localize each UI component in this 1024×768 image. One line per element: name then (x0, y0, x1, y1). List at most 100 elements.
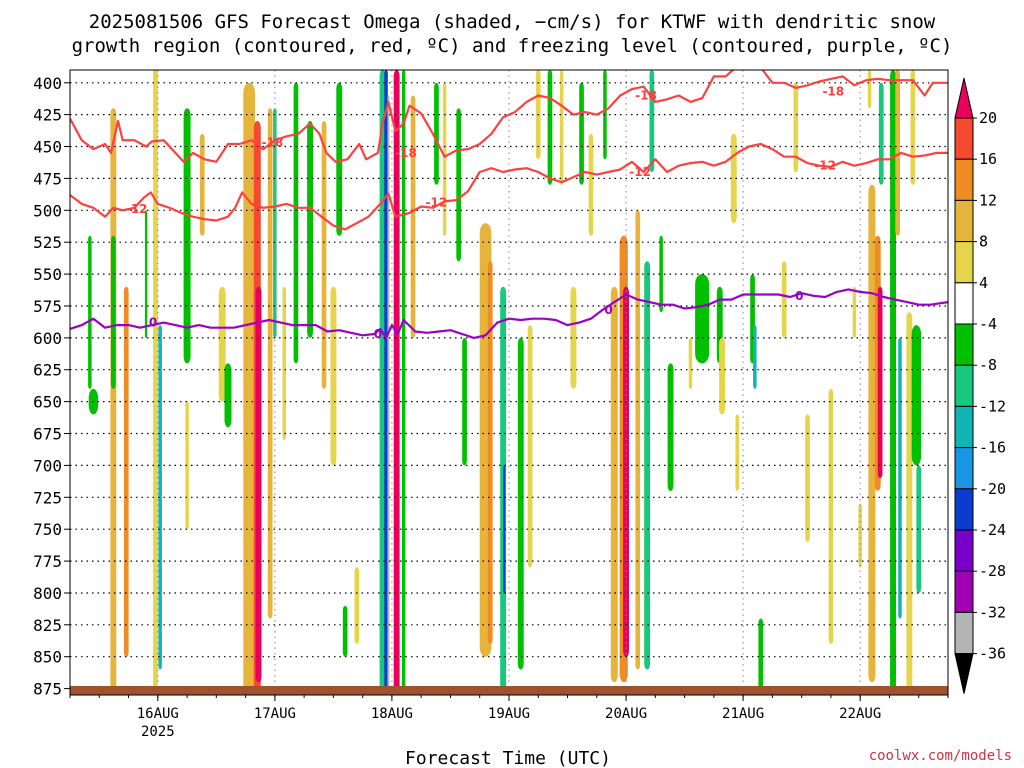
omega-shade-cell (868, 184, 876, 683)
omega-shading-layer (88, 70, 922, 695)
plot-area: -18 -18 -18 -18 -12 -12 -12 -12 0 0 0 0 (70, 70, 948, 695)
omega-shade-cell (330, 286, 337, 466)
y-tick-label: 850 (33, 648, 62, 667)
omega-shade-cell (282, 286, 286, 440)
omega-shade-cell (688, 337, 693, 389)
x-tick-label: 18AUG (371, 706, 413, 722)
contour-label: -12 (426, 196, 448, 210)
y-tick-label: 750 (33, 520, 62, 539)
omega-shade-cell (570, 286, 577, 389)
contour-label: -12 (629, 165, 651, 179)
x-tick-label: 20AUG (605, 706, 647, 722)
colorbar-segment (954, 488, 974, 531)
omega-shade-cell (719, 337, 725, 415)
contour-label: -12 (126, 202, 148, 216)
contour-label: 0 (374, 327, 382, 341)
y-tick-label: 700 (33, 456, 62, 475)
omega-shade-cell (144, 210, 148, 338)
colorbar-segment (954, 199, 974, 243)
omega-shade-cell (911, 325, 922, 466)
omega-shade-cell (255, 286, 262, 683)
chart-title-line-1: 2025081506 GFS Forecast Omega (shaded, −… (89, 11, 936, 33)
colorbar-tick-label: -16 (979, 439, 1006, 457)
omega-shade-cell (659, 235, 663, 313)
omega-shade-cell (273, 108, 277, 338)
colorbar-segment (954, 611, 974, 655)
omega-shade-cell (588, 133, 594, 236)
omega-shade-cell (735, 414, 739, 491)
colorbar-bottom-arrow (954, 653, 974, 694)
y-tick-label: 400 (33, 74, 62, 93)
x-tick-label: 22AUG (839, 706, 881, 722)
omega-shade-cell (342, 605, 348, 657)
contour-label: -18 (395, 146, 417, 160)
colorbar-segment (954, 241, 974, 284)
omega-shade-cell (393, 70, 400, 695)
colorbar-tick-label: -4 (979, 315, 997, 333)
y-tick-label: 525 (33, 233, 62, 252)
omega-shade-cell (610, 286, 618, 683)
x-tick-label: 17AUG (254, 706, 296, 722)
omega-shade-cell (910, 70, 916, 185)
contour-layer: -18 -18 -18 -18 -12 -12 -12 -12 0 0 0 0 (70, 70, 948, 341)
y-tick-label: 650 (33, 393, 62, 412)
x-tick-label: 21AUG (722, 706, 764, 722)
omega-shade-cell (293, 82, 299, 364)
omega-shade-cell (695, 274, 710, 364)
y-tick-label: 450 (33, 138, 62, 157)
omega-shade-cell (793, 82, 799, 173)
colorbar-segment (954, 447, 974, 490)
colorbar-tick-label: -28 (979, 562, 1006, 580)
colorbar-tick-label: 20 (979, 109, 997, 127)
colorbar-tick-label: 8 (979, 233, 988, 251)
omega-shade-cell (579, 82, 584, 185)
omega-shade-cell (867, 70, 872, 109)
contour-label: -12 (814, 159, 836, 173)
colorbar-segment (954, 282, 974, 325)
omega-shade-cell (354, 567, 360, 644)
omega-shade-cell (547, 70, 553, 185)
contour-line (70, 70, 948, 163)
omega-shade-cell (667, 363, 674, 491)
contour-label: -18 (262, 136, 284, 150)
y-tick-label: 675 (33, 425, 62, 444)
colorbar-segment (954, 117, 974, 160)
omega-shade-cell (906, 312, 913, 695)
omega-shade-cell (218, 286, 226, 402)
omega-shade-cell (387, 95, 390, 695)
omega-shade-cell (781, 261, 787, 338)
colorbar-tick-label: 16 (979, 150, 997, 168)
omega-shade-cell (487, 261, 493, 644)
terrain-band (70, 686, 948, 695)
grid-layer (70, 70, 948, 695)
colorbar-tick-label: 12 (979, 191, 997, 209)
colorbar-tick-label: -36 (979, 645, 1006, 663)
omega-shade-cell (442, 82, 447, 236)
x-axis: 16AUG 2025 17AUG 18AUG 19AUG 20AUG 21AUG 22AUG (69, 695, 949, 740)
credit-text: coolwx.com/models (869, 748, 1012, 764)
omega-shade-cell (635, 210, 641, 670)
y-tick-label: 475 (33, 169, 62, 188)
omega-shade-cell (307, 121, 313, 338)
omega-shade-cell (559, 70, 564, 185)
omega-shade-cell (898, 337, 902, 619)
colorbar-segment (954, 364, 974, 407)
y-tick-label: 775 (33, 552, 62, 571)
y-tick-label: 600 (33, 329, 62, 348)
omega-shade-cell (805, 414, 810, 542)
omega-shade-cell (336, 82, 343, 236)
colorbar-tick-label: -8 (979, 356, 997, 374)
y-tick-label: 800 (33, 584, 62, 603)
contour-label: 0 (795, 289, 803, 303)
contour-line (70, 142, 948, 231)
colorbar-tick-label: 4 (979, 274, 988, 292)
omega-shade-cell (753, 325, 757, 389)
omega-shade-cell (890, 70, 896, 695)
x-tick-sublabel: 2025 (141, 724, 175, 740)
y-tick-label: 725 (33, 488, 62, 507)
y-tick-label: 425 (33, 106, 62, 125)
omega-shade-cell (321, 121, 327, 389)
omega-shade-cell (649, 70, 655, 172)
x-axis-label: Forecast Time (UTC) (405, 748, 611, 768)
colorbar-segment (954, 570, 974, 613)
